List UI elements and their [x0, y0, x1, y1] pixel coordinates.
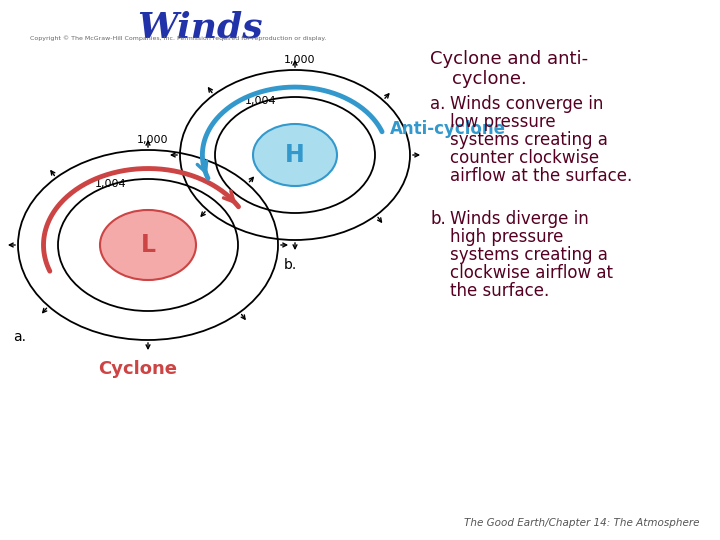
- Text: cyclone.: cyclone.: [452, 70, 527, 88]
- Text: high pressure: high pressure: [450, 228, 563, 246]
- Text: 1,000: 1,000: [284, 55, 316, 65]
- Text: Cyclone and anti-: Cyclone and anti-: [430, 50, 588, 68]
- Text: systems creating a: systems creating a: [450, 246, 608, 264]
- Text: L: L: [140, 233, 156, 257]
- Text: H: H: [285, 143, 305, 167]
- Text: clockwise airflow at: clockwise airflow at: [450, 264, 613, 282]
- Ellipse shape: [100, 210, 196, 280]
- Text: counter clockwise: counter clockwise: [450, 149, 599, 167]
- Text: b.: b.: [284, 258, 297, 272]
- Text: b.: b.: [430, 210, 446, 228]
- Text: systems creating a: systems creating a: [450, 131, 608, 149]
- Text: Copyright © The McGraw-Hill Companies, Inc. Permission required for reproduction: Copyright © The McGraw-Hill Companies, I…: [30, 35, 326, 40]
- Text: a.: a.: [430, 95, 446, 113]
- Ellipse shape: [253, 124, 337, 186]
- Text: airflow at the surface.: airflow at the surface.: [450, 167, 632, 185]
- Text: 1,004: 1,004: [246, 96, 276, 106]
- Text: Winds diverge in: Winds diverge in: [450, 210, 589, 228]
- Text: the surface.: the surface.: [450, 282, 549, 300]
- Text: Anti-cyclone: Anti-cyclone: [390, 120, 506, 138]
- Text: Winds converge in: Winds converge in: [450, 95, 603, 113]
- Text: 1,004: 1,004: [95, 179, 127, 189]
- Text: Winds: Winds: [138, 10, 263, 44]
- Text: The Good Earth/Chapter 14: The Atmosphere: The Good Earth/Chapter 14: The Atmospher…: [464, 518, 700, 528]
- Text: a.: a.: [13, 330, 26, 344]
- Text: Cyclone: Cyclone: [99, 360, 178, 378]
- Text: 1,000: 1,000: [138, 135, 168, 145]
- Text: low pressure: low pressure: [450, 113, 556, 131]
